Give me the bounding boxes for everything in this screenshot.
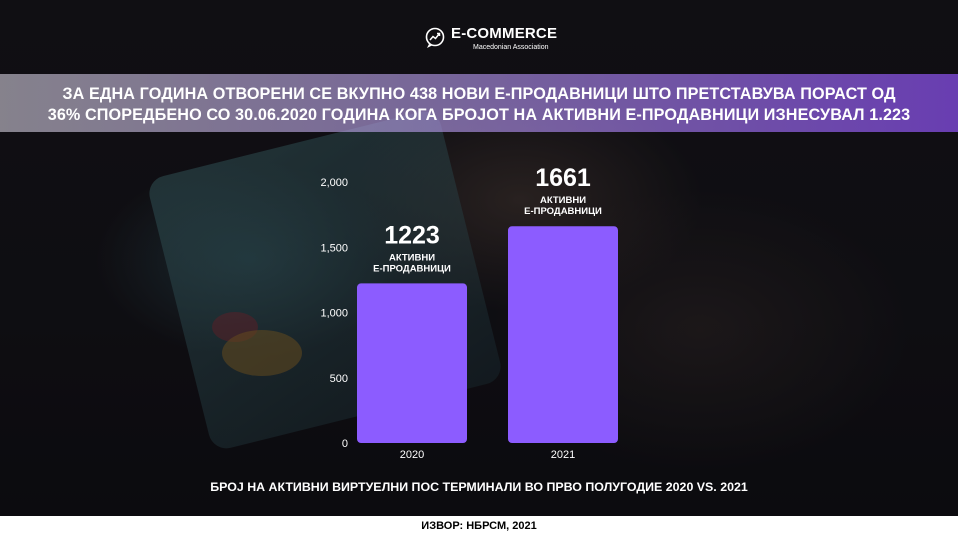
logo: E-COMMERCE Macedonian Association — [424, 18, 557, 58]
headline-line-2: 36% СПОРЕДБЕНО СО 30.06.2020 ГОДИНА КОГА… — [47, 106, 911, 124]
card-logo-orange — [222, 330, 302, 376]
bar-caption-line: Е-ПРОДАВНИЦИ — [373, 263, 451, 274]
bar-caption-line: АКТИВНИ — [540, 195, 586, 206]
y-tick-label: 1,000 — [320, 308, 348, 320]
headline: ЗА ЕДНА ГОДИНА ОТВОРЕНИ СЕ ВКУПНО 438 НО… — [0, 84, 958, 126]
y-tick-label: 0 — [342, 438, 348, 450]
bar-value-label: 1661 — [535, 164, 591, 192]
y-tick-label: 1,500 — [320, 242, 348, 254]
source-text: ИЗВОР: НБРСМ, 2021 — [421, 520, 537, 532]
x-tick-label: 2021 — [551, 449, 575, 461]
chart-caption: БРОЈ НА АКТИВНИ ВИРТУЕЛНИ ПОС ТЕРМИНАЛИ … — [210, 480, 748, 494]
bar-caption-line: Е-ПРОДАВНИЦИ — [524, 206, 602, 217]
y-tick-label: 2,000 — [320, 177, 348, 189]
bar-2021 — [508, 226, 618, 443]
x-tick-label: 2020 — [400, 449, 424, 461]
chat-bubble-growth-icon — [425, 27, 445, 48]
headline-banner — [0, 74, 958, 132]
source-bar — [0, 516, 958, 539]
bar-caption-line: АКТИВНИ — [389, 252, 435, 263]
y-tick-label: 500 — [330, 373, 348, 385]
bar-chart: 05001,0001,5002,0001223АКТИВНИЕ-ПРОДАВНИ… — [320, 164, 618, 461]
bar-value-label: 1223 — [384, 221, 440, 249]
logo-title: E-COMMERCE — [451, 24, 558, 42]
logo-subtitle: Macedonian Association — [473, 43, 549, 51]
bar-2020 — [357, 283, 467, 443]
headline-line-1: ЗА ЕДНА ГОДИНА ОТВОРЕНИ СЕ ВКУПНО 438 НО… — [62, 85, 896, 103]
